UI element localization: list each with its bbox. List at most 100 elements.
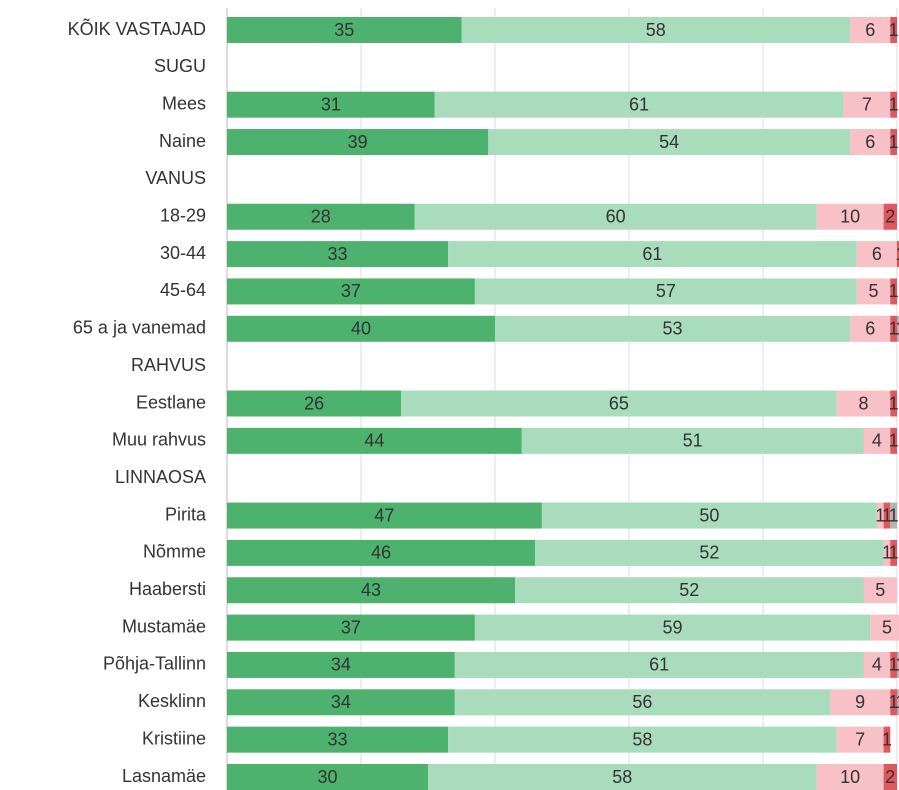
value-label: 47: [374, 505, 394, 525]
y-tick-label: 18-29: [160, 206, 206, 226]
value-label: 1: [875, 505, 885, 525]
value-label: 1: [889, 393, 899, 413]
bar-segment: [454, 651, 864, 678]
value-label: 35: [334, 20, 354, 40]
bar-segment: [843, 91, 891, 118]
bar-segment: [474, 614, 871, 641]
y-tick-label: Naine: [159, 131, 206, 151]
bar-segment: [227, 577, 516, 604]
bar-segment: [227, 651, 455, 678]
y-tick-label: SUGU: [154, 56, 206, 76]
value-label: 1: [895, 655, 899, 675]
value-label: 60: [606, 207, 626, 227]
bar-segment: [850, 17, 891, 43]
y-tick-label: KÕIK VASTAJAD: [68, 18, 206, 39]
bar-segment: [488, 129, 851, 156]
value-label: 51: [683, 431, 703, 451]
y-tick-label: Pirita: [165, 504, 207, 524]
bar-segment: [515, 577, 864, 604]
value-label: 56: [632, 692, 652, 712]
value-label: 5: [869, 281, 879, 301]
bar-segment: [856, 241, 897, 268]
value-label: 1: [889, 505, 899, 525]
y-tick-label: Mustamäe: [122, 616, 206, 636]
bar-segment: [890, 539, 897, 566]
bar-segment: [541, 502, 877, 529]
bar-segment: [227, 91, 435, 118]
bar-segment: [890, 91, 897, 118]
value-label: 33: [328, 244, 348, 264]
y-tick-label: 30-44: [160, 243, 206, 263]
value-label: 40: [351, 319, 371, 339]
value-label: 1: [895, 244, 899, 264]
bar-segment: [830, 689, 891, 716]
bar-segment: [883, 764, 897, 790]
value-label: 1: [889, 319, 899, 339]
value-label: 10: [840, 207, 860, 227]
y-tick-label: Eestlane: [136, 392, 206, 412]
y-tick-label: VANUS: [145, 168, 206, 188]
bar-segment: [883, 203, 897, 230]
value-label: 4: [872, 655, 882, 675]
bar-segment: [227, 689, 455, 716]
value-label: 50: [699, 505, 719, 525]
bar-segment: [836, 390, 891, 417]
value-label: 30: [317, 767, 337, 787]
bar-segment: [535, 539, 884, 566]
value-label: 1: [882, 729, 892, 749]
bar-segment: [890, 315, 897, 342]
value-label: 6: [865, 132, 875, 152]
value-label: 57: [656, 281, 676, 301]
bar-segment: [227, 539, 536, 566]
bar-segment: [227, 241, 449, 268]
value-label: 1: [889, 431, 899, 451]
value-label: 2: [885, 767, 895, 787]
value-label: 58: [632, 729, 652, 749]
y-tick-label: RAHVUS: [131, 355, 206, 375]
value-label: 52: [699, 543, 719, 563]
bar-segment: [850, 315, 891, 342]
value-label: 1: [889, 281, 899, 301]
bar-segment: [474, 278, 857, 305]
bar-segment: [227, 764, 428, 790]
bar-segment: [863, 651, 891, 678]
value-label: 26: [304, 393, 324, 413]
value-label: 5: [875, 580, 885, 600]
bar-segment: [890, 278, 897, 305]
value-label: 10: [840, 767, 860, 787]
value-label: 31: [321, 94, 341, 114]
y-tick-label: Nõmme: [143, 542, 206, 562]
value-label: 44: [364, 431, 384, 451]
value-label: 37: [341, 281, 361, 301]
bar-segment: [816, 203, 884, 230]
bar-segment: [454, 689, 830, 716]
bar-segment: [227, 278, 475, 305]
bar-segment: [897, 689, 899, 716]
bar-segment: [227, 427, 522, 454]
value-label: 1: [889, 20, 899, 40]
value-label: 54: [659, 132, 679, 152]
value-label: 4: [872, 431, 882, 451]
bar-segment: [227, 17, 462, 43]
value-label: 1: [889, 94, 899, 114]
bar-segment: [414, 203, 817, 230]
value-label: 39: [348, 132, 368, 152]
bar-segment: [890, 129, 897, 156]
value-label: 28: [311, 207, 331, 227]
bar-segment: [448, 241, 857, 268]
bar-segment: [495, 315, 851, 342]
value-label: 8: [858, 393, 868, 413]
value-label: 7: [862, 94, 872, 114]
bar-segment: [856, 278, 891, 305]
bar-segment: [863, 427, 891, 454]
bar-segment: [890, 390, 897, 417]
bar-segment: [227, 129, 489, 156]
value-label: 1: [882, 543, 892, 563]
bar-segment: [897, 241, 899, 268]
bar-segment: [227, 390, 402, 417]
value-label: 43: [361, 580, 381, 600]
value-label: 7: [855, 729, 865, 749]
bar-segment: [883, 726, 891, 753]
bar-segment: [870, 614, 899, 641]
